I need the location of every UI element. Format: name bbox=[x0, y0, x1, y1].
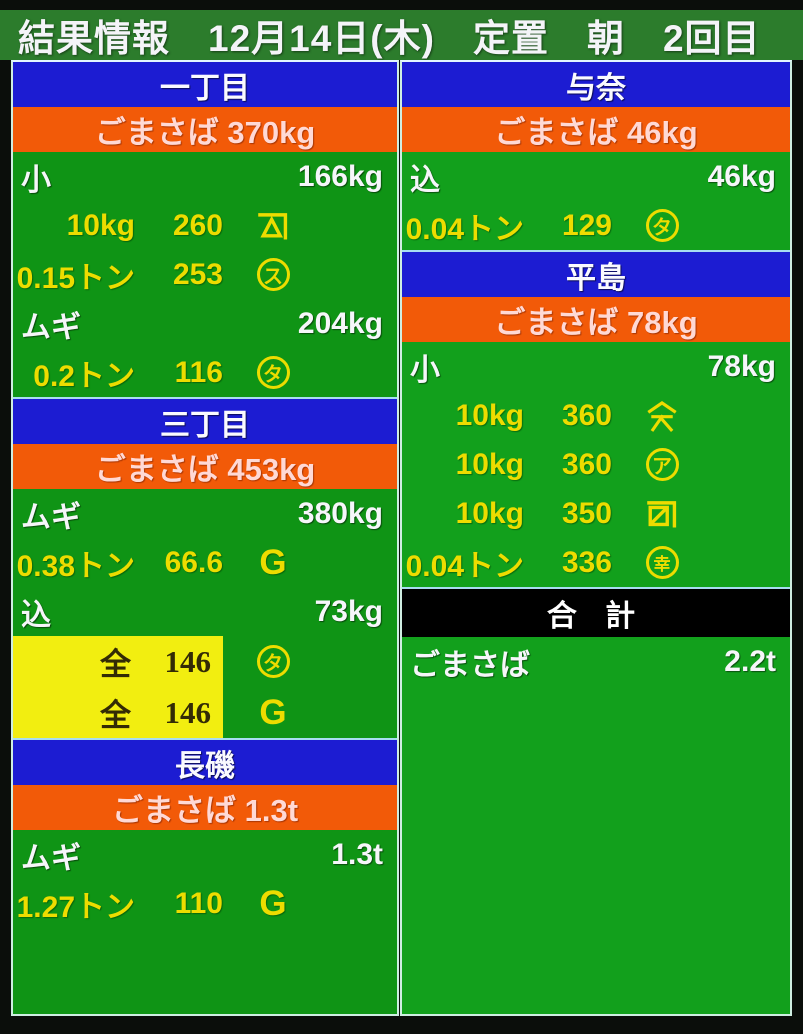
section-title: 三丁目 bbox=[13, 399, 397, 444]
species-banner: ごまさば 78kg bbox=[402, 297, 790, 342]
lot-price: 360 bbox=[561, 447, 612, 481]
lot-price: 129 bbox=[561, 208, 612, 242]
section-title: 長磯 bbox=[13, 740, 397, 785]
kane-triangle-icon bbox=[258, 212, 288, 239]
total-weight-value: 2.2t bbox=[724, 644, 776, 678]
section-title: 一丁目 bbox=[13, 62, 397, 107]
summary-row: 込 46kg bbox=[402, 152, 790, 201]
weight-value: 78kg bbox=[707, 349, 776, 383]
weight-value: 1.3t bbox=[331, 837, 383, 871]
detail-row: 0.04トン 336 幸 bbox=[402, 538, 790, 587]
g-mark-icon: G bbox=[259, 543, 287, 582]
lot-quantity: 10kg bbox=[455, 496, 524, 530]
grade-label: 小 bbox=[21, 163, 51, 197]
total-header: 合 計 bbox=[402, 589, 790, 637]
lot-quantity: 0.04トン bbox=[405, 212, 524, 246]
section-icchome: 一丁目 ごまさば 370kg 小 166kg 10kg 260 0.15トン 2… bbox=[13, 62, 397, 397]
weight-value: 46kg bbox=[707, 159, 776, 193]
summary-row: ムギ 380kg bbox=[13, 489, 397, 538]
highlight-box: 全 146 bbox=[13, 636, 223, 687]
grade-label: 込 bbox=[410, 163, 440, 197]
detail-row: 10kg 360 ア bbox=[402, 440, 790, 489]
weight-value: 380kg bbox=[297, 496, 383, 530]
circle-su-icon: ス bbox=[256, 258, 290, 291]
species-banner: ごまさば 370kg bbox=[13, 107, 397, 152]
g-mark-icon: G bbox=[259, 693, 287, 732]
lot-price: 66.6 bbox=[164, 545, 223, 579]
lot-quantity: 0.2トン bbox=[33, 359, 135, 393]
species-banner: ごまさば 46kg bbox=[402, 107, 790, 152]
circle-ta-icon: タ bbox=[256, 645, 290, 678]
lot-price: 110 bbox=[174, 886, 223, 920]
highlight-row: 全 146 タ bbox=[13, 636, 397, 687]
circle-ta-icon: タ bbox=[645, 209, 679, 242]
species-banner: ごまさば 1.3t bbox=[13, 785, 397, 830]
circle-ta-icon: タ bbox=[256, 356, 290, 389]
highlight-box: 全 146 bbox=[13, 687, 223, 738]
grade-label: ムギ bbox=[21, 500, 81, 534]
circle-ko-icon: 幸 bbox=[645, 546, 679, 579]
detail-row: 0.04トン 129 タ bbox=[402, 201, 790, 250]
lot-quantity: 10kg bbox=[455, 447, 524, 481]
detail-row: 1.27トン 110 G bbox=[13, 879, 397, 928]
weight-value: 166kg bbox=[297, 159, 383, 193]
detail-row: 0.38トン 66.6 G bbox=[13, 538, 397, 587]
detail-row: 0.15トン 253 ス bbox=[13, 250, 397, 299]
detail-row: 10kg 350 bbox=[402, 489, 790, 538]
grade-label: 込 bbox=[21, 598, 51, 632]
detail-row: 0.2トン 116 タ bbox=[13, 348, 397, 397]
summary-row: 小 78kg bbox=[402, 342, 790, 391]
section-title: 与奈 bbox=[402, 62, 790, 107]
summary-row: ムギ 1.3t bbox=[13, 830, 397, 879]
lot-quantity: 1.27トン bbox=[16, 890, 135, 924]
page-title: 結果情報 12月14日(木) 定置 朝 2回目 bbox=[0, 10, 803, 60]
summary-row: ムギ 204kg bbox=[13, 299, 397, 348]
species-label: ごまさば bbox=[410, 648, 530, 682]
board: 一丁目 ごまさば 370kg 小 166kg 10kg 260 0.15トン 2… bbox=[11, 60, 803, 1016]
grade-label: ムギ bbox=[21, 310, 81, 344]
grade-label: 小 bbox=[410, 353, 440, 387]
lot-quantity: 10kg bbox=[455, 398, 524, 432]
section-hirashima: 平島 ごまさば 78kg 小 78kg 10kg 360 10kg bbox=[402, 250, 790, 587]
weight-value: 204kg bbox=[297, 306, 383, 340]
lot-price: 350 bbox=[561, 496, 612, 530]
species-banner: ごまさば 453kg bbox=[13, 444, 397, 489]
section-sanchome: 三丁目 ごまさば 453kg ムギ 380kg 0.38トン 66.6 G 込 … bbox=[13, 397, 397, 738]
lot-quantity: 0.15トン bbox=[16, 261, 135, 295]
detail-row: 10kg 360 bbox=[402, 391, 790, 440]
lot-price: 146 bbox=[164, 694, 212, 730]
circle-a-icon: ア bbox=[645, 448, 679, 481]
section-title: 平島 bbox=[402, 252, 790, 297]
section-nagaiso: 長磯 ごまさば 1.3t ムギ 1.3t 1.27トン 110 G bbox=[13, 738, 397, 928]
lot-price: 336 bbox=[561, 545, 612, 579]
highlight-row: 全 146 G bbox=[13, 687, 397, 738]
section-goukei: 合 計 ごまさば 2.2t bbox=[402, 587, 790, 686]
lot-quantity: 10kg bbox=[66, 208, 135, 242]
lot-quantity: 0.38トン bbox=[16, 549, 135, 583]
grade-label: 全 bbox=[100, 647, 131, 682]
weight-value: 73kg bbox=[314, 594, 383, 628]
kane-box-icon bbox=[647, 500, 677, 527]
lot-price: 360 bbox=[561, 398, 612, 432]
left-column: 一丁目 ごまさば 370kg 小 166kg 10kg 260 0.15トン 2… bbox=[11, 60, 399, 1016]
right-column: 与奈 ごまさば 46kg 込 46kg 0.04トン 129 タ 平島 ごまさば… bbox=[400, 60, 792, 1016]
lot-price: 253 bbox=[172, 257, 223, 291]
grade-label: 全 bbox=[100, 698, 131, 733]
lot-price: 116 bbox=[174, 355, 223, 389]
lot-price: 146 bbox=[164, 643, 212, 679]
summary-row: ごまさば 2.2t bbox=[402, 637, 790, 686]
lot-quantity: 0.04トン bbox=[405, 549, 524, 583]
yama-ten-icon bbox=[647, 400, 677, 432]
g-mark-icon: G bbox=[259, 884, 287, 923]
detail-row: 10kg 260 bbox=[13, 201, 397, 250]
summary-row: 小 166kg bbox=[13, 152, 397, 201]
summary-row: 込 73kg bbox=[13, 587, 397, 636]
lot-price: 260 bbox=[172, 208, 223, 242]
grade-label: ムギ bbox=[21, 841, 81, 875]
section-yona: 与奈 ごまさば 46kg 込 46kg 0.04トン 129 タ bbox=[402, 62, 790, 250]
